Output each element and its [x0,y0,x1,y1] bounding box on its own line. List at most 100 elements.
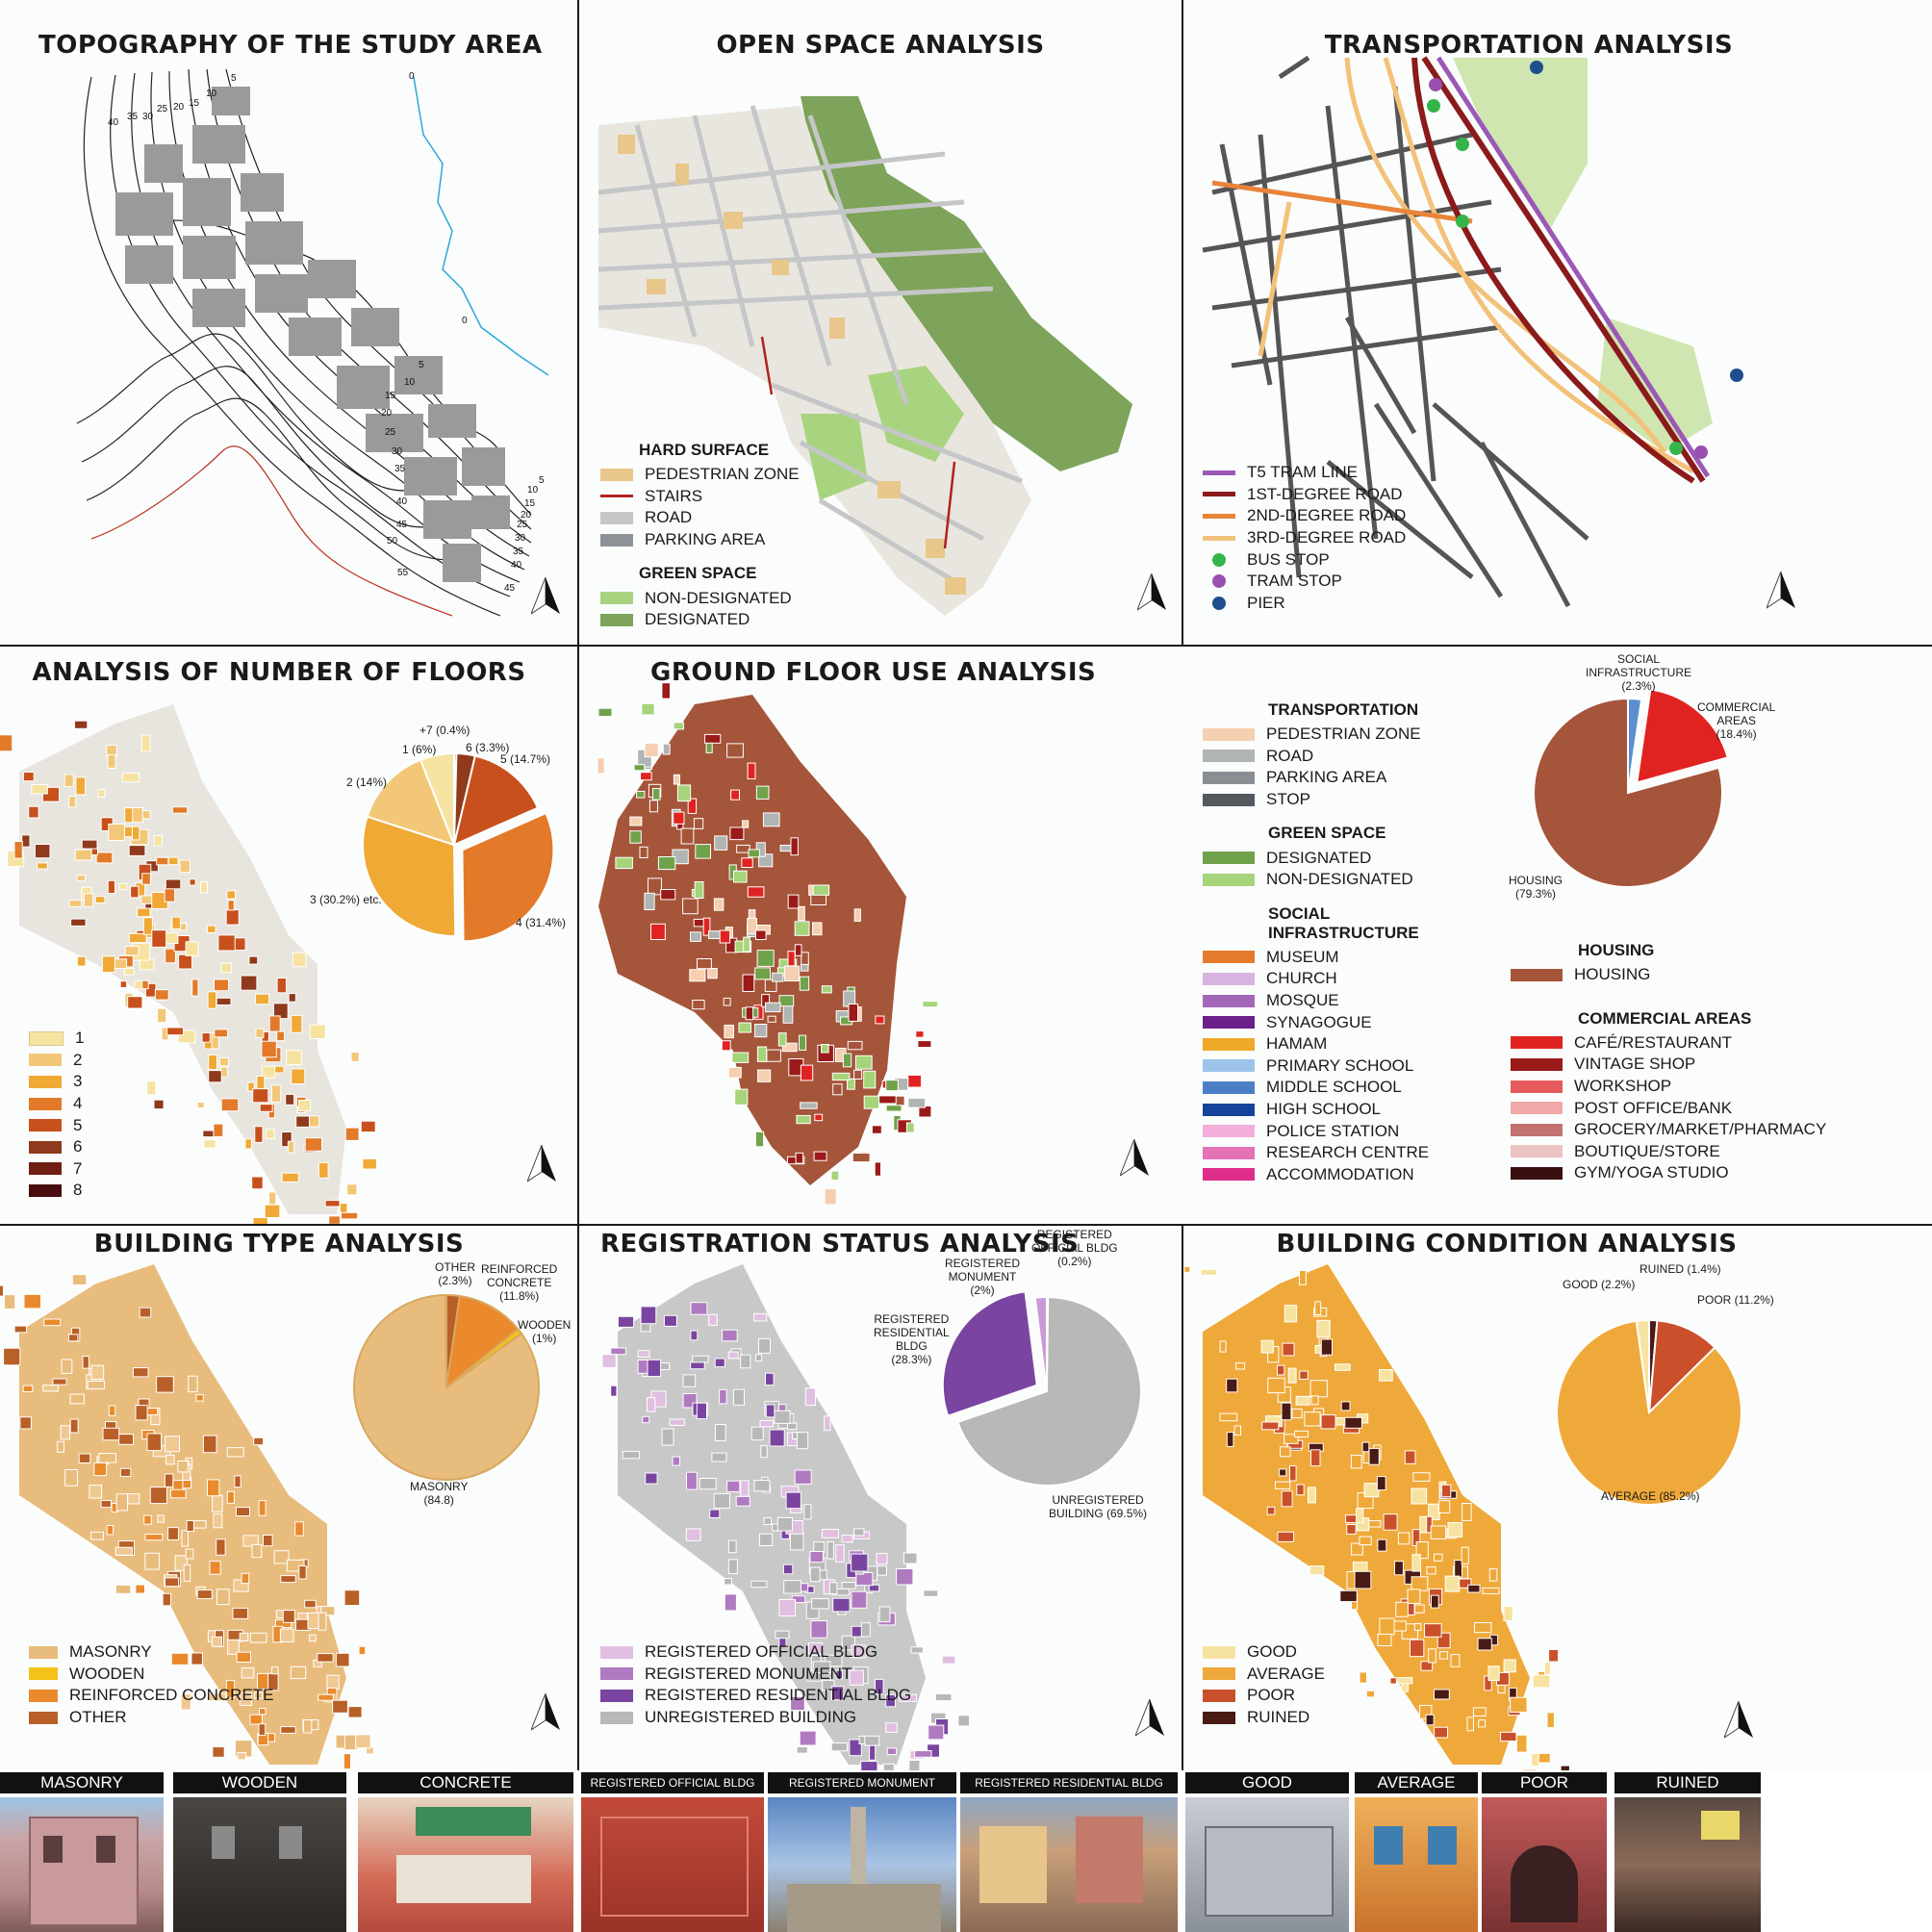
condition-title: BUILDING CONDITION ANALYSIS [1276,1230,1738,1258]
svg-text:30: 30 [392,446,403,457]
ground-floor-pie [1532,688,1729,888]
legend-gf-cafe: CAFÉ/RESTAURANT [1511,1032,1799,1055]
pie-label-plus7: +7 (0.4%) [419,724,470,737]
svg-text:40: 40 [511,560,522,571]
building-type-pie [353,1293,540,1481]
transportation-panel: TRANSPORTATION ANALYSIS T5 TRAM LINE 1ST… [1183,0,1932,645]
svg-text:25: 25 [157,104,168,114]
legend-floors-5: 5 [29,1114,84,1136]
pie-label-poor: POOR (11.2%) [1697,1293,1774,1307]
legend-heading-green: GREEN SPACE [1268,824,1386,843]
svg-text:10: 10 [206,89,217,99]
divider-v3 [1182,1224,1183,1770]
legend-bus-stop: BUS STOP [1203,548,1453,571]
legend-pedestrian-zone: PEDESTRIAN ZONE [600,464,851,486]
legend-gf-housing: HOUSING [1511,964,1799,986]
pie-slice-residential [941,1290,1038,1417]
legend-gf-workshop: WORKSHOP [1511,1076,1799,1098]
legend-non-designated: NON-DESIGNATED [600,587,851,609]
legend-gf-middle-school: MIDDLE SCHOOL [1203,1077,1453,1099]
svg-text:15: 15 [189,98,200,109]
pie-label-4: 4 (31.4%) [516,916,567,929]
pie-slice-3 [362,815,457,937]
pie-label-residential: REGISTERED RESIDENTIAL BLDG (28.3%) [874,1312,950,1366]
north-arrow-icon [1135,1699,1164,1737]
floors-legend: 1 2 3 4 5 6 7 8 [29,1028,84,1202]
pie-slice-good [1635,1318,1650,1413]
legend-type-rc: REINFORCED CONCRETE [29,1685,274,1707]
legend-gf-gym: GYM/YOGA STUDIO [1511,1162,1799,1184]
svg-text:45: 45 [504,583,516,594]
legend-tram-stop: TRAM STOP [1203,571,1453,593]
hard-surface-heading: HARD SURFACE [639,441,770,459]
divider-h1 [0,645,1932,647]
pie-slice-5 [452,754,540,847]
condition-legend: GOOD AVERAGE POOR RUINED [1203,1641,1325,1728]
pie-label-official: REGISTERED OFFICIAL BLDG (0.2%) [1031,1228,1118,1268]
registration-pie [941,1290,1142,1487]
legend-floors-3: 3 [29,1071,84,1093]
transportation-title: TRANSPORTATION ANALYSIS [1324,31,1734,60]
photo-strip: MASONRY WOODEN CONCRETE REGISTERED OFFIC… [0,1772,1932,1932]
svg-text:10: 10 [404,377,416,388]
pie-slice-1 [419,751,455,846]
svg-text:40: 40 [396,496,408,507]
legend-heading-social: SOCIAL INFRASTRUCTURE [1268,903,1419,942]
photo-reg-official [581,1797,764,1932]
building-type-title: BUILDING TYPE ANALYSIS [93,1230,465,1258]
legend-gf-accommodation: ACCOMMODATION [1203,1164,1453,1186]
legend-designated: DESIGNATED [600,609,851,631]
pie-label-masonry: MASONRY (84.8) [410,1480,469,1507]
svg-text:15: 15 [524,498,536,509]
legend-gf-police: POLICE STATION [1203,1120,1453,1142]
svg-text:35: 35 [513,547,524,557]
legend-gf-research: RESEARCH CENTRE [1203,1142,1453,1164]
registration-panel: REGISTRATION STATUS ANALYSIS REGISTERED … [579,1226,1182,1770]
legend-parking-area: PARKING AREA [600,529,851,551]
svg-text:5: 5 [419,360,424,370]
pie-slice-commercial [1636,688,1729,784]
floors-title: ANALYSIS OF NUMBER OF FLOORS [32,658,526,687]
legend-gf-synagogue: SYNAGOGUE [1203,1011,1453,1033]
pie-label-1: 1 (6%) [402,743,437,756]
north-arrow-icon [531,1693,560,1731]
pie-label-wooden: WOODEN (1%) [518,1318,572,1345]
pie-label-unregistered: UNREGISTERED BUILDING (69.5%) [1049,1493,1148,1520]
legend-gf-post-bank: POST OFFICE/BANK [1511,1097,1799,1119]
photo-average [1355,1797,1478,1932]
pie-label-rc: REINFORCED CONCRETE (11.8%) [481,1262,558,1303]
registration-map [601,1264,970,1770]
svg-text:30: 30 [142,112,154,122]
photo-good [1185,1797,1349,1932]
condition-pie [1556,1318,1742,1506]
legend-reg-official: REGISTERED OFFICIAL BLDG [600,1641,911,1664]
legend-gf-road: ROAD [1203,746,1453,768]
divider-h2 [0,1224,1932,1226]
ground-floor-title: GROUND FLOOR USE ANALYSIS [650,658,1097,687]
legend-reg-monument: REGISTERED MONUMENT [600,1664,911,1686]
legend-floors-8: 8 [29,1180,84,1202]
legend-2nd-degree-road: 2ND-DEGREE ROAD [1203,505,1453,527]
photo-reg-residential [960,1797,1178,1932]
legend-gf-parking: PARKING AREA [1203,767,1453,789]
registration-title: REGISTRATION STATUS ANALYSIS [600,1230,1080,1258]
photo-concrete [358,1797,573,1932]
svg-text:0: 0 [462,316,468,326]
legend-heading-transportation: TRANSPORTATION [1268,700,1419,719]
pie-label-good: GOOD (2.2%) [1563,1278,1636,1291]
legend-reg-residential: REGISTERED RESIDENTIAL BLDG [600,1685,911,1707]
pie-slice-4 [461,811,555,943]
registration-legend: REGISTERED OFFICIAL BLDG REGISTERED MONU… [600,1641,911,1728]
north-arrow-icon [1767,572,1795,609]
pie-label-ruined: RUINED (1.4%) [1640,1262,1721,1276]
svg-text:35: 35 [127,112,139,122]
photo-wooden [173,1797,346,1932]
legend-gf-museum: MUSEUM [1203,947,1453,969]
pie-label-3: 3 (30.2%) etc. [310,893,382,906]
open-space-map [597,96,1132,616]
svg-text:30: 30 [515,533,526,544]
photo-caption-masonry: MASONRY [0,1772,164,1793]
svg-text:25: 25 [517,520,528,530]
svg-text:45: 45 [396,520,408,530]
pie-label-average: AVERAGE (85.2%) [1601,1489,1700,1503]
